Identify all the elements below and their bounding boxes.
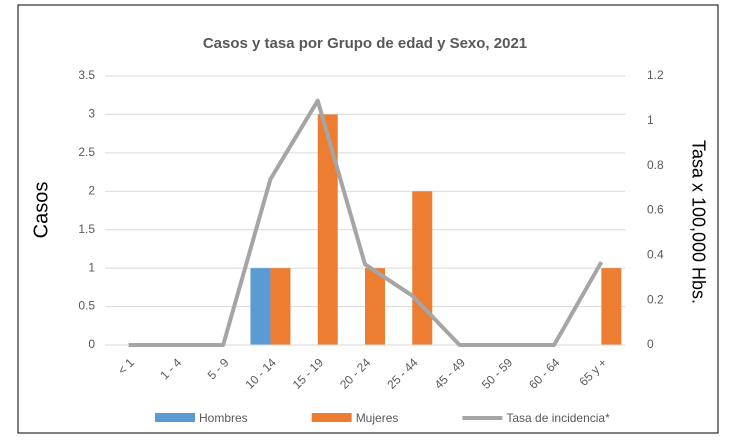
y2-tick-label: 0.4 <box>647 248 664 262</box>
legend-label: Tasa de incidencia* <box>506 411 610 425</box>
y-axis-title: Casos <box>30 182 52 239</box>
bar <box>412 191 433 345</box>
y2-tick-label: 1.2 <box>647 68 664 82</box>
bar <box>365 268 385 345</box>
legend-swatch <box>155 413 195 422</box>
y-tick-label: 3.5 <box>78 68 95 82</box>
y2-tick-label: 0 <box>647 337 654 351</box>
bar <box>270 268 291 345</box>
legend-label: Hombres <box>199 411 248 425</box>
y-tick-label: 1 <box>88 260 95 274</box>
y-tick-label: 2.5 <box>78 145 95 159</box>
line <box>128 98 604 347</box>
y-tick-label: 0 <box>88 337 95 351</box>
chart-title: Casos y tasa por Grupo de edad y Sexo, 2… <box>203 35 527 52</box>
legend-swatch <box>311 413 352 422</box>
y2-tick-label: 1 <box>647 113 654 127</box>
y-tick-label: 0.5 <box>78 299 95 313</box>
y-tick-label: 2 <box>88 183 95 197</box>
y2-tick-label: 0.2 <box>647 292 664 306</box>
y-tick-label: 1.5 <box>78 222 95 236</box>
bar <box>601 268 622 345</box>
y-tick-label: 3 <box>88 107 95 121</box>
legend-label: Mujeres <box>356 411 399 425</box>
bar <box>250 268 271 345</box>
y2-axis-title: Tasa x 100,000 Hbs. <box>688 140 708 304</box>
bar <box>317 114 338 345</box>
y2-tick-label: 0.6 <box>647 203 664 217</box>
y2-tick-label: 0.8 <box>647 158 664 172</box>
